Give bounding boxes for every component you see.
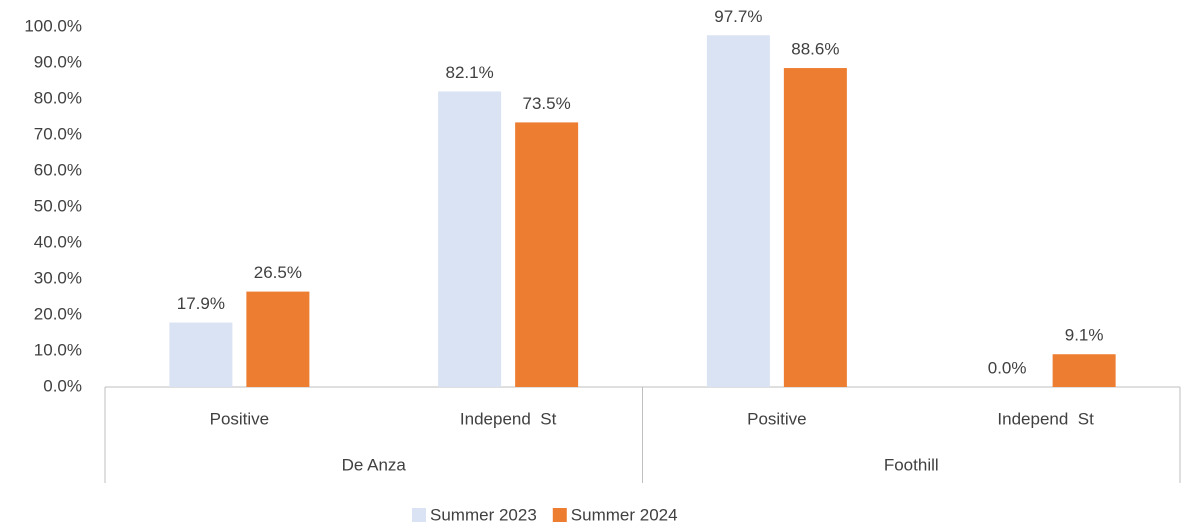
y-tick-label: 30.0% xyxy=(34,268,82,287)
y-tick-label: 80.0% xyxy=(34,88,82,107)
data-label: 9.1% xyxy=(1065,326,1104,345)
y-tick-label: 40.0% xyxy=(34,232,82,251)
legend-label: Summer 2023 xyxy=(430,505,537,524)
y-tick-label: 50.0% xyxy=(34,196,82,215)
legend-label: Summer 2024 xyxy=(571,505,678,524)
data-label: 97.7% xyxy=(714,7,762,26)
y-tick-label: 90.0% xyxy=(34,52,82,71)
bar xyxy=(783,68,847,387)
x-tick-label: Positive xyxy=(747,409,807,428)
x-tick-label: Independ St xyxy=(997,409,1094,428)
data-label: 26.5% xyxy=(254,263,302,282)
bar xyxy=(706,35,770,387)
group-label: Foothill xyxy=(884,455,939,474)
x-tick-label: Positive xyxy=(210,409,270,428)
bar xyxy=(169,322,233,387)
legend-swatch xyxy=(552,508,567,522)
data-label: 17.9% xyxy=(177,294,225,313)
data-label: 88.6% xyxy=(791,40,839,59)
y-tick-label: 0.0% xyxy=(43,376,82,395)
bar xyxy=(246,291,310,387)
y-tick-label: 20.0% xyxy=(34,304,82,323)
y-tick-label: 10.0% xyxy=(34,340,82,359)
bar xyxy=(515,122,579,388)
y-tick-label: 60.0% xyxy=(34,160,82,179)
group-label: De Anza xyxy=(342,455,407,474)
x-tick-label: Independ St xyxy=(460,409,557,428)
bar xyxy=(438,91,502,387)
y-tick-label: 70.0% xyxy=(34,124,82,143)
bar xyxy=(1052,354,1116,387)
data-label: 82.1% xyxy=(446,63,494,82)
data-label: 0.0% xyxy=(988,358,1027,377)
legend-swatch xyxy=(412,508,426,522)
data-label: 73.5% xyxy=(523,94,571,113)
y-tick-label: 100.0% xyxy=(24,16,82,35)
